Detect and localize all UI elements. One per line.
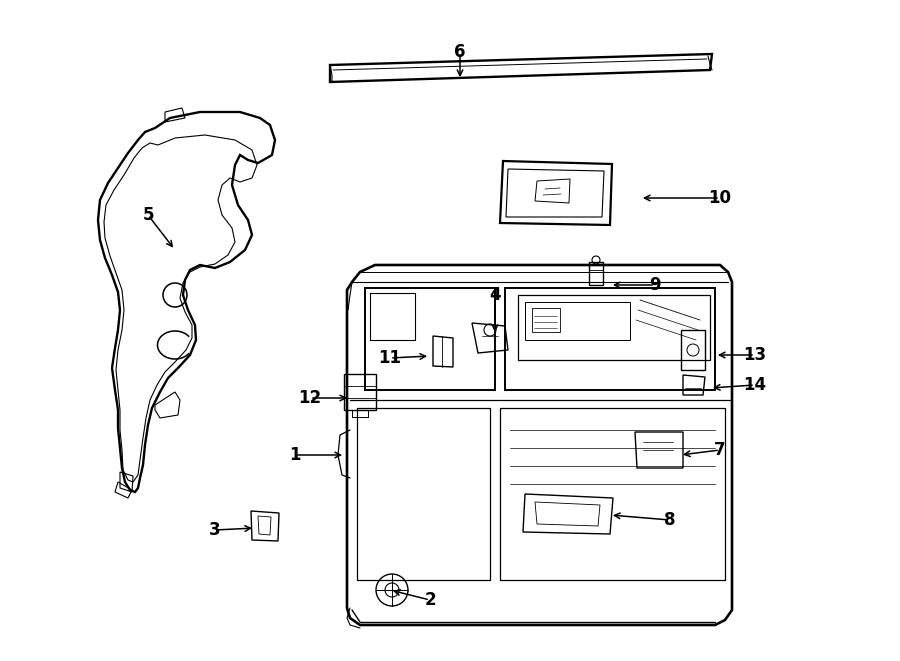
Text: 9: 9 <box>649 276 661 294</box>
Text: 14: 14 <box>743 376 767 394</box>
Text: 1: 1 <box>289 446 301 464</box>
Text: 7: 7 <box>715 441 725 459</box>
Text: 8: 8 <box>664 511 676 529</box>
Text: 3: 3 <box>209 521 220 539</box>
Text: 4: 4 <box>490 286 500 304</box>
Text: 5: 5 <box>142 206 154 224</box>
Text: 6: 6 <box>454 43 466 61</box>
Text: 2: 2 <box>424 591 436 609</box>
Text: 11: 11 <box>379 349 401 367</box>
Text: 10: 10 <box>708 189 732 207</box>
Text: 13: 13 <box>743 346 767 364</box>
Text: 12: 12 <box>299 389 321 407</box>
